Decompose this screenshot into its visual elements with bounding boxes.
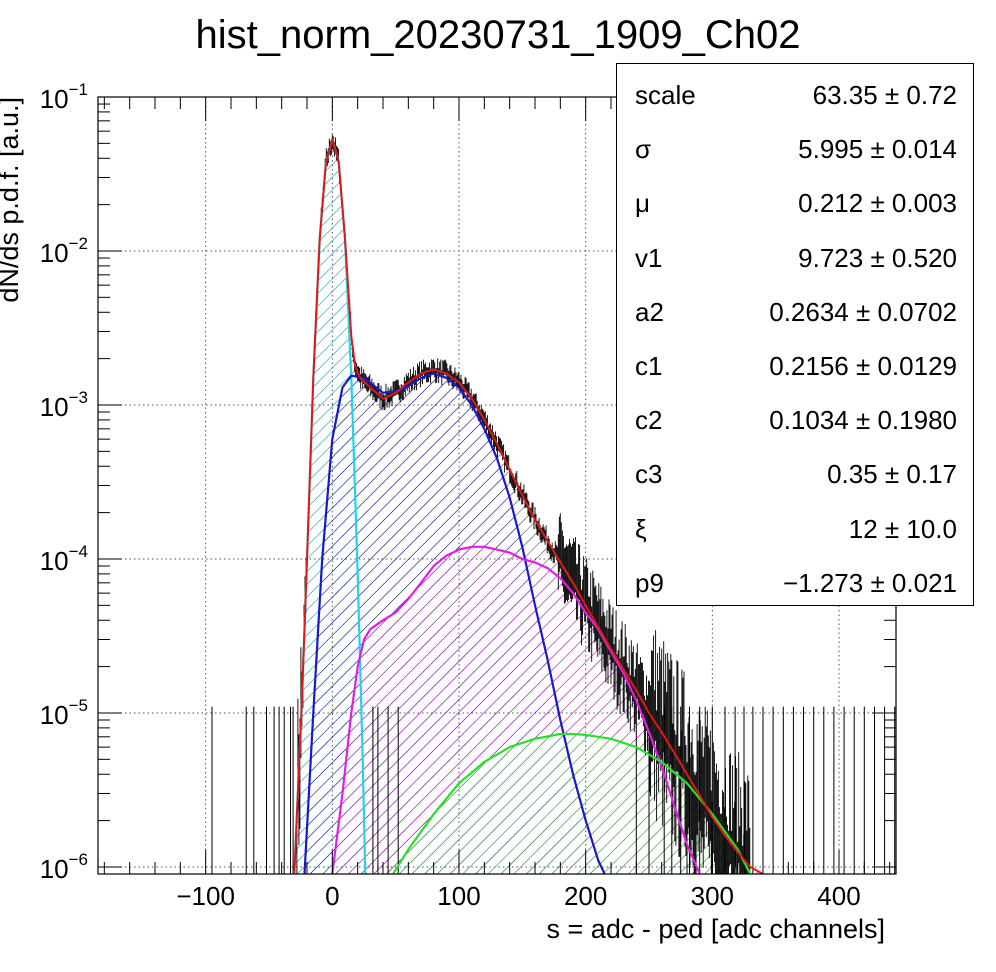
stat-name: a2 [635,296,664,327]
stat-name: c1 [635,351,663,381]
x-tick-label: 100 [437,881,480,911]
stat-value: 0.212 ± 0.003 [798,188,957,219]
stat-name: c2 [635,405,663,436]
stat-value: −1.273 ± 0.021 [782,567,957,598]
double-pe-curve [331,545,701,874]
y-axis-label: dN/ds p.d.f. [a.u.] [0,97,24,303]
x-axis-label: s = adc - ped [adc channels] [547,914,885,944]
total-fit-curve [293,138,764,874]
triple-pe-curve [392,732,752,874]
stat-value: 12 ± 10.0 [848,513,957,544]
chart-title: hist_norm_20230731_1909_Ch02 [196,13,801,57]
stat-row: a2 0.2634 ± 0.0702 [617,285,973,339]
stat-row: c3 0.35 ± 0.17 [617,447,973,501]
y-tick-label: 10−5 [40,696,88,730]
stat-row: c2 0.1034 ± 0.1980 [617,393,973,447]
stat-row: v1 9.723 ± 0.520 [617,231,973,285]
stat-row: p9 −1.273 ± 0.021 [617,556,973,610]
stat-name: p9 [635,567,664,598]
stat-row: c1 0.2156 ± 0.0129 [617,339,973,393]
stat-value: 0.2156 ± 0.0129 [769,351,957,381]
y-tick-label: 10−6 [40,850,88,884]
stat-name: μ [635,188,650,219]
stat-name: σ [635,134,652,165]
stat-name: ξ [635,513,647,544]
x-tick-label: −100 [176,881,235,911]
stat-value: 9.723 ± 0.520 [798,242,957,273]
fit-stats-box: scale 63.35 ± 0.72 σ 5.995 ± 0.014 μ 0.212 ± … [616,63,974,606]
stat-value: 0.35 ± 0.17 [827,459,957,490]
fit-curves [293,138,764,874]
stat-value: 0.1034 ± 0.1980 [769,405,957,436]
y-tick-label: 10−2 [40,234,88,268]
y-tick-label: 10−4 [40,542,88,576]
x-tick-label: 0 [325,881,339,911]
tail-count-bars [211,706,896,874]
stat-row: σ 5.995 ± 0.014 [617,122,973,176]
stat-value: 5.995 ± 0.014 [798,134,957,165]
stat-row: ξ 12 ± 10.0 [617,502,973,556]
stat-name: c3 [635,459,663,490]
y-tick-label: 10−1 [40,80,88,114]
x-tick-label: 200 [564,881,607,911]
stat-name: scale [635,80,696,110]
y-tick-label: 10−3 [40,388,88,422]
stat-name: v1 [635,242,663,273]
single-pe-curve [303,372,606,874]
x-tick-label: 400 [817,881,860,911]
stat-row: scale 63.35 ± 0.72 [617,68,973,122]
x-tick-label: 300 [691,881,734,911]
stat-value: 0.2634 ± 0.0702 [769,296,957,327]
stat-row: μ 0.212 ± 0.003 [617,176,973,230]
stat-value: 63.35 ± 0.72 [812,80,957,110]
